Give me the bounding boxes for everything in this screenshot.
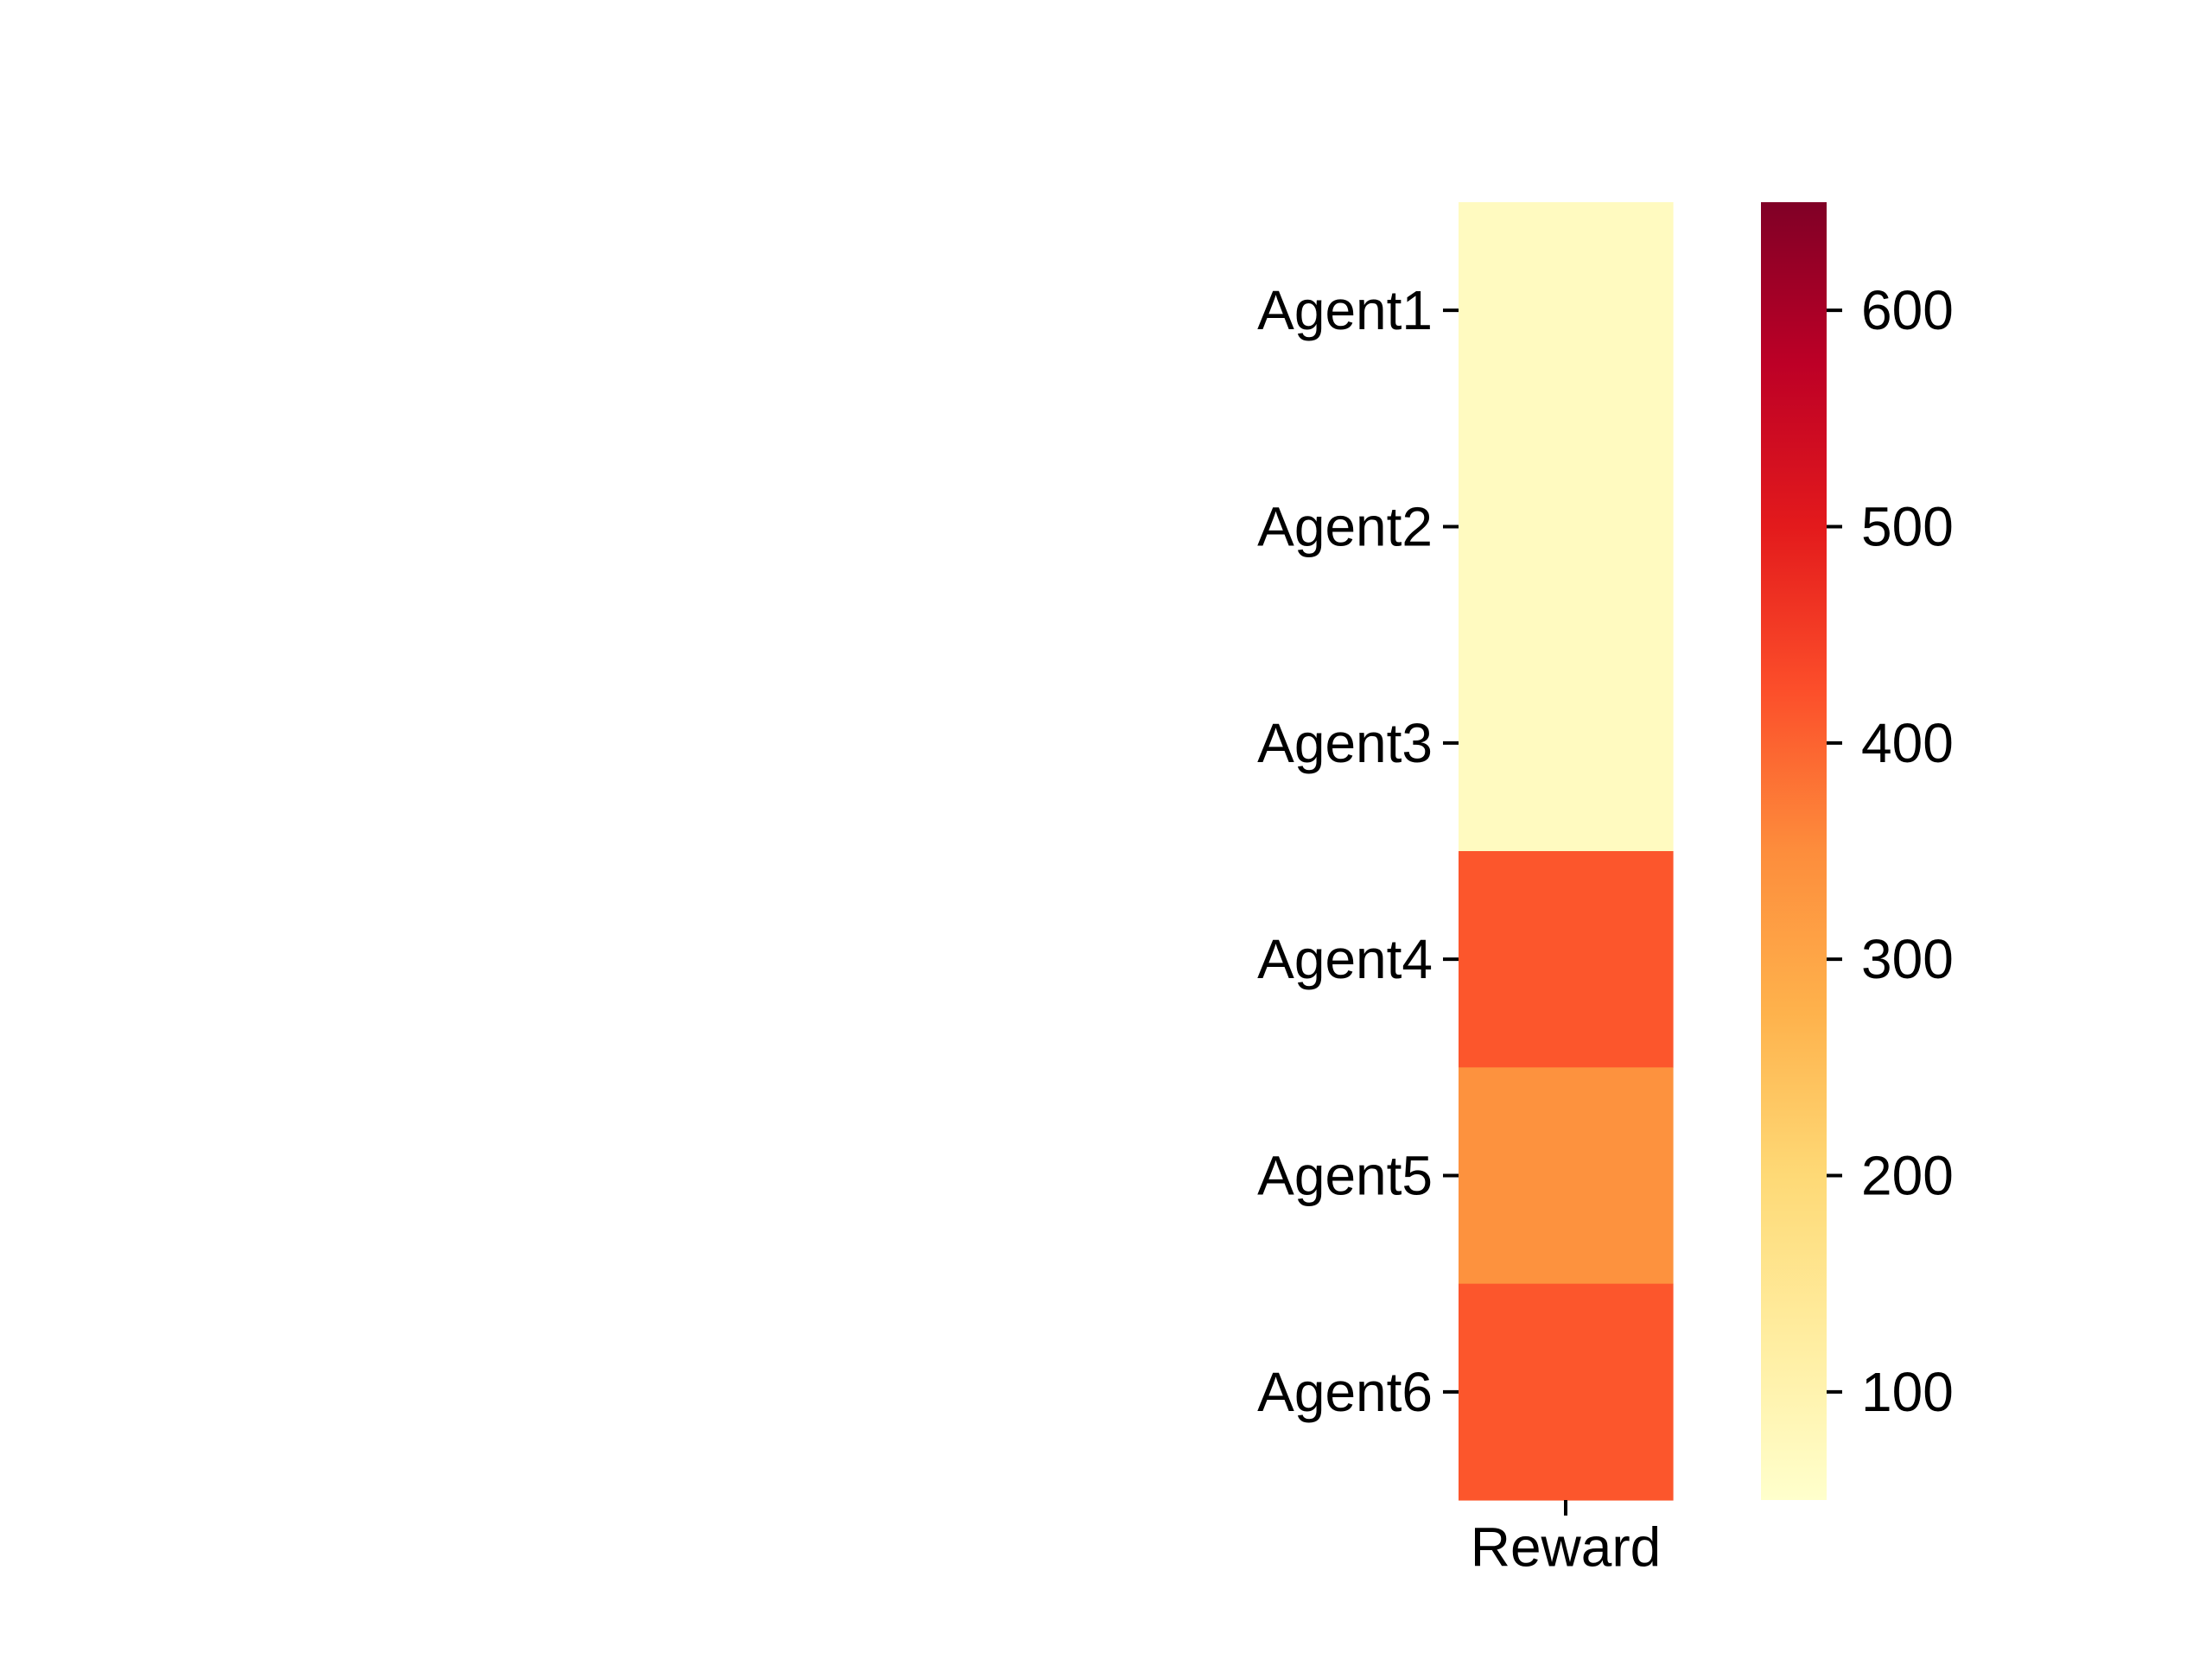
y-tick-label: Agent1	[1257, 279, 1433, 341]
heatmap-cell-agent4-reward	[1459, 851, 1674, 1068]
colorbar-gradient	[1761, 202, 1827, 1500]
y-tick-label: Agent2	[1257, 496, 1433, 558]
heatmap-cell-agent1-reward	[1459, 202, 1674, 419]
heatmap-cell-agent6-reward	[1459, 1283, 1674, 1501]
x-tick-label: Reward	[1471, 1516, 1662, 1578]
y-axis: Agent1 Agent2 Agent3 Agent4 Agent5 Agent6	[1257, 279, 1459, 1423]
colorbar: 100 200 300 400 500 600	[1761, 202, 1954, 1500]
heatmap-cell-agent3-reward	[1459, 634, 1674, 852]
heatmap-cell-agent5-reward	[1459, 1067, 1674, 1285]
colorbar-tick-label: 600	[1861, 279, 1954, 341]
colorbar-tick-label: 400	[1861, 712, 1954, 774]
heatmap-cell-agent2-reward	[1459, 418, 1674, 636]
y-tick-label: Agent3	[1257, 712, 1433, 774]
y-tick-label: Agent5	[1257, 1145, 1433, 1207]
x-axis: Reward	[1471, 1500, 1662, 1578]
colorbar-tick-label: 300	[1861, 928, 1954, 990]
colorbar-tick-label: 100	[1861, 1361, 1954, 1423]
y-tick-label: Agent4	[1257, 928, 1433, 990]
heatmap-cells	[1459, 202, 1674, 1501]
y-tick-label: Agent6	[1257, 1361, 1433, 1423]
colorbar-tick-label: 500	[1861, 496, 1954, 558]
colorbar-tick-label: 200	[1861, 1145, 1954, 1207]
